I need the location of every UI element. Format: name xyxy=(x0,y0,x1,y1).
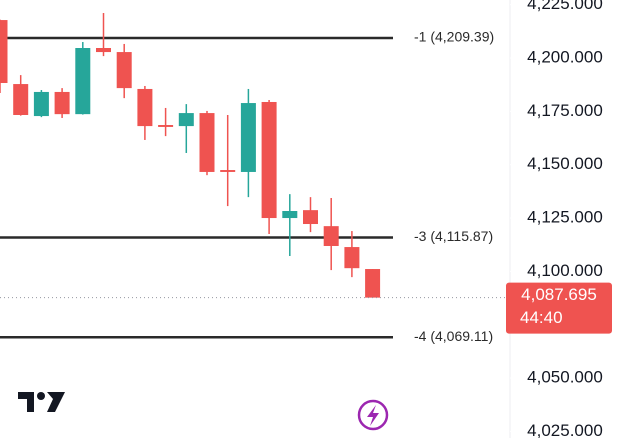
y-tick-label: 4,175.000 xyxy=(527,101,603,120)
candle-body xyxy=(323,226,339,246)
y-tick-label: 4,025.000 xyxy=(527,421,603,438)
tradingview-logo xyxy=(18,392,65,412)
y-tick-label: 4,225.000 xyxy=(527,0,603,13)
candle-body xyxy=(261,101,277,219)
candle-body xyxy=(365,269,381,298)
candle-body xyxy=(240,103,256,172)
candle-body xyxy=(137,88,153,127)
candle-body xyxy=(116,52,132,89)
candle-body xyxy=(54,91,70,115)
candle-body xyxy=(0,20,8,83)
last-price-box xyxy=(506,282,612,334)
candle-body xyxy=(178,113,194,127)
y-tick-label: 4,200.000 xyxy=(527,48,603,67)
candle-body xyxy=(303,210,318,225)
y-tick-label: 4,050.000 xyxy=(527,368,603,387)
y-tick-label: 4,125.000 xyxy=(527,208,603,227)
candle-body xyxy=(282,210,298,219)
candle-body xyxy=(75,48,91,115)
level-label: -3 (4,115.87) xyxy=(414,228,493,244)
y-tick-label: 4,150.000 xyxy=(527,154,603,173)
lightning-button[interactable] xyxy=(357,399,389,431)
countdown-label: 44:40 xyxy=(520,308,563,327)
candle-body xyxy=(13,84,29,115)
candle-body xyxy=(220,170,236,172)
last-price-label: 4,087.695 xyxy=(521,285,597,304)
candle-body xyxy=(199,113,215,172)
candle-body xyxy=(96,48,111,53)
level-label: -1 (4,209.39) xyxy=(414,29,494,45)
y-tick-label: 4,100.000 xyxy=(527,261,603,280)
level-label: -4 (4,069.11) xyxy=(414,328,493,344)
candle-body xyxy=(33,91,49,117)
candle-body xyxy=(158,125,174,127)
candle-body xyxy=(344,247,360,269)
